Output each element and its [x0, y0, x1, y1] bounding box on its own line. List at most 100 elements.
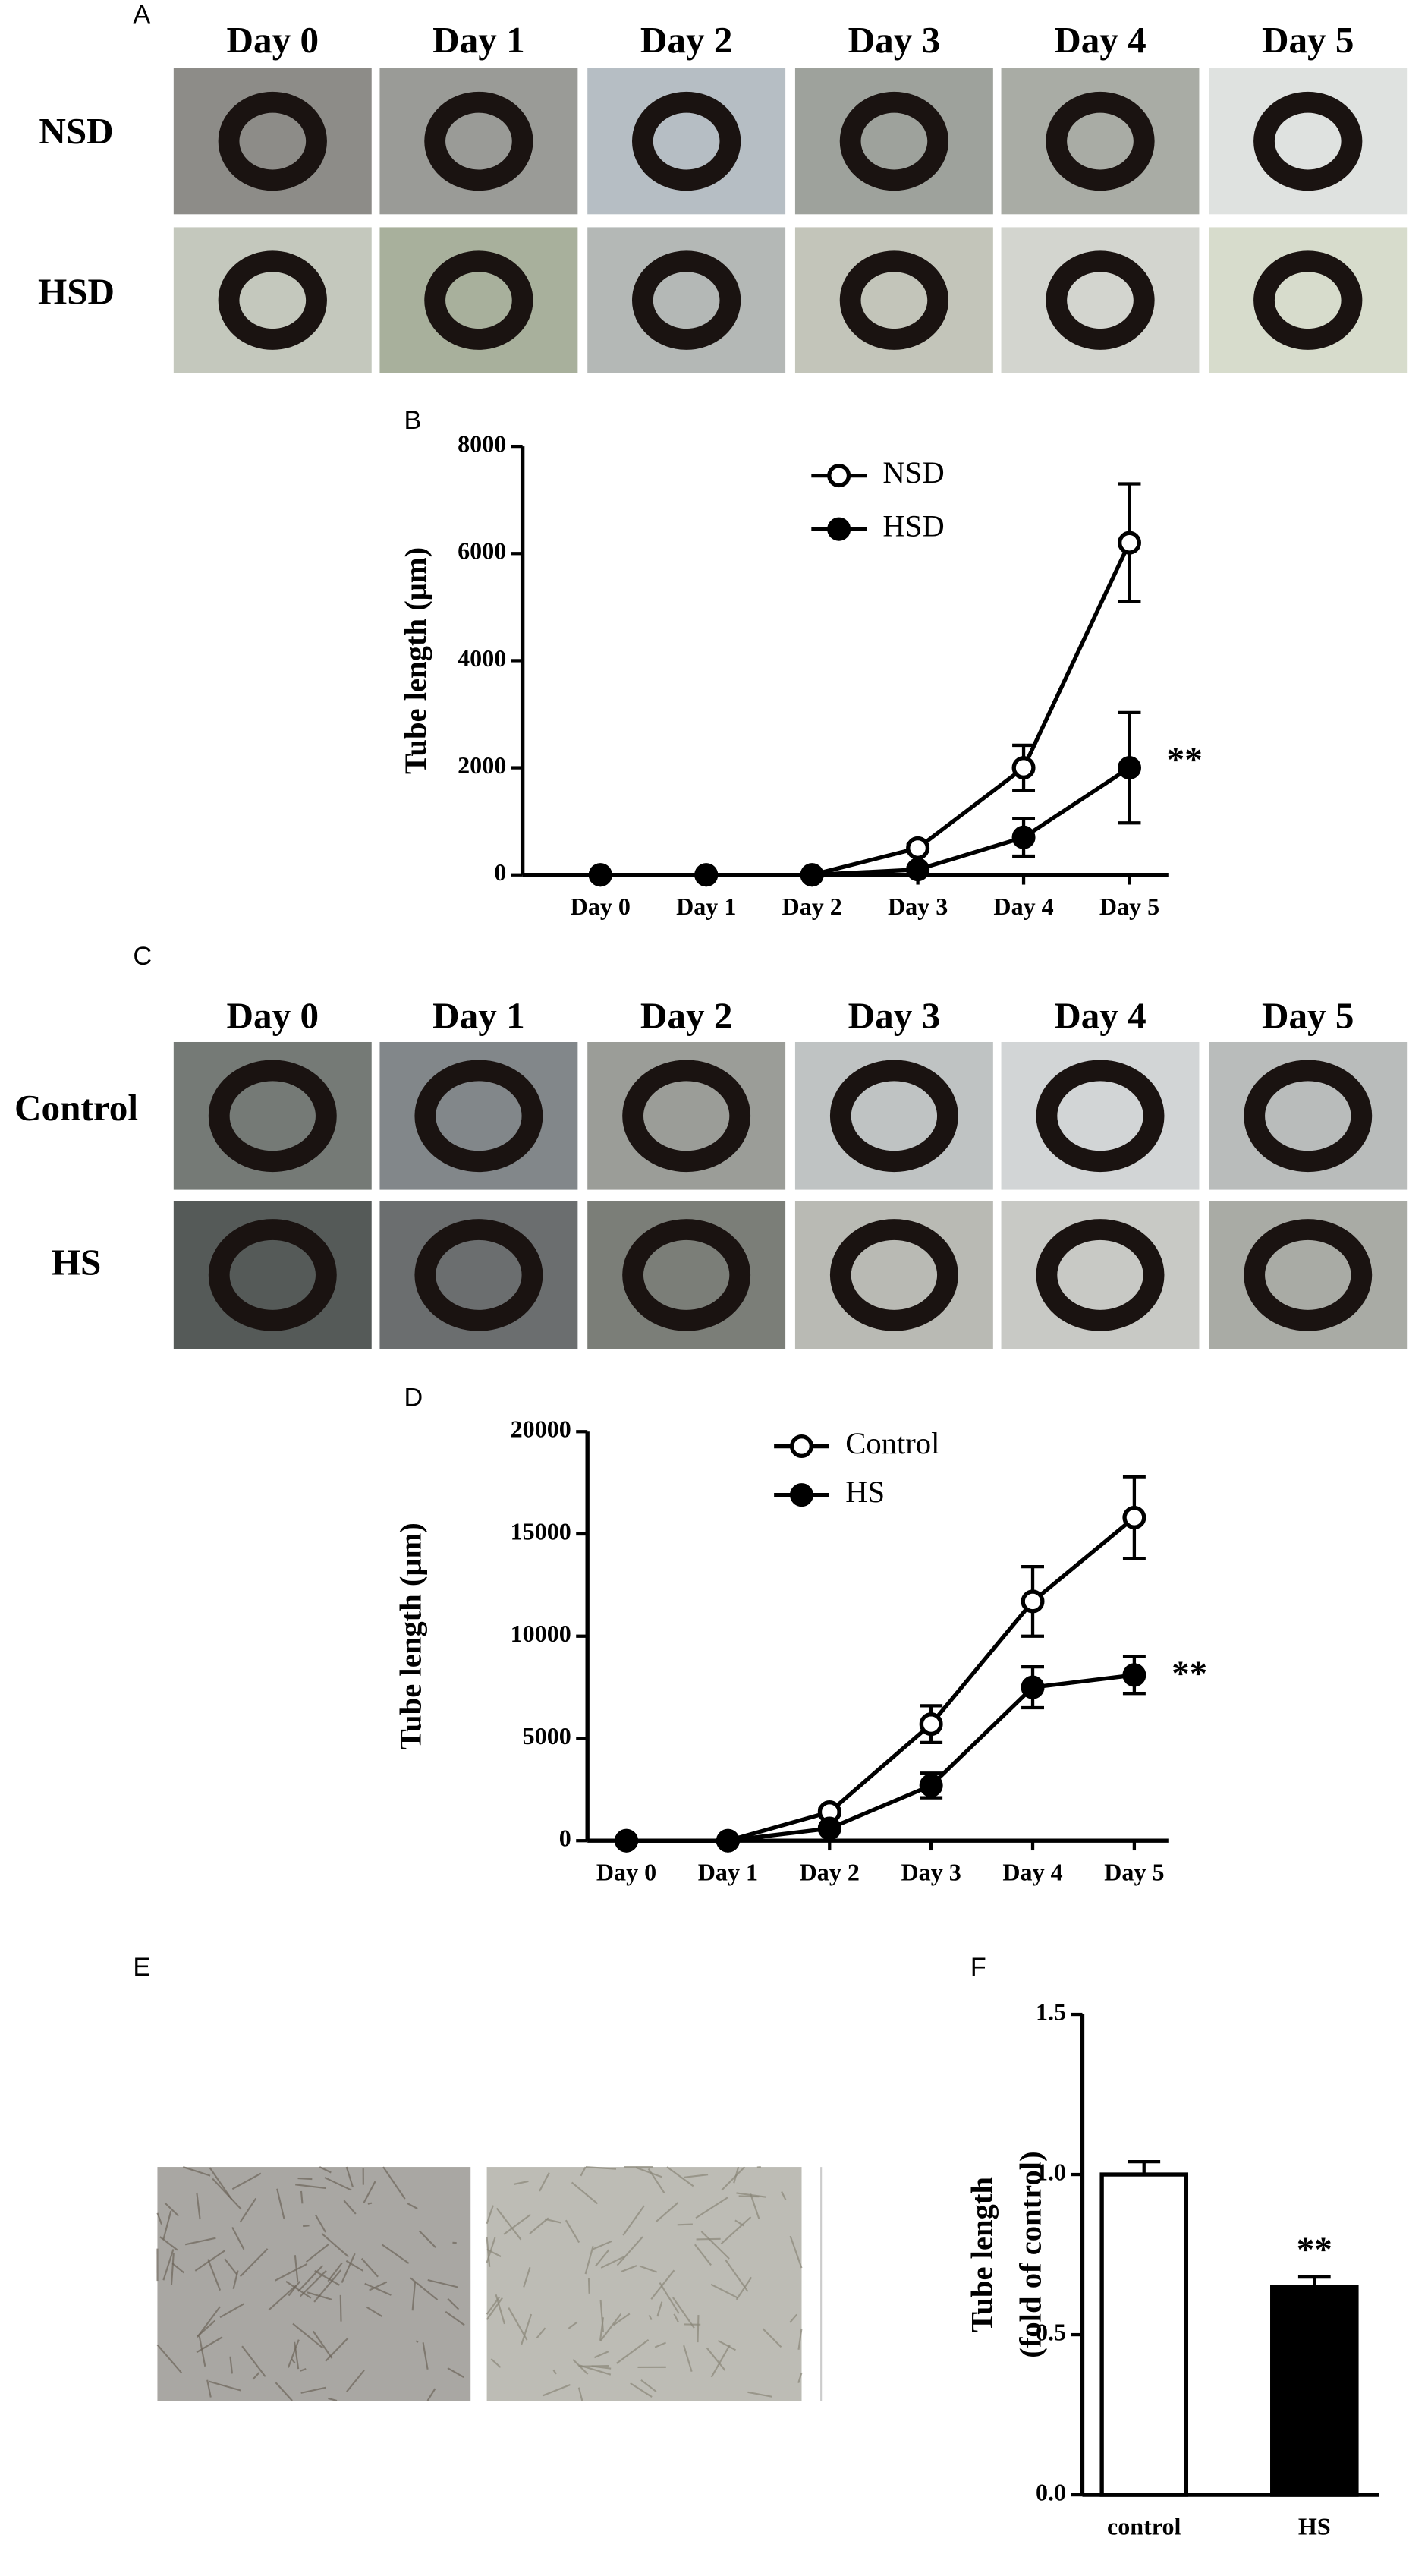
aortic-ring	[829, 1060, 958, 1173]
tube-strand	[212, 2178, 242, 2210]
tube-strand	[275, 2263, 308, 2282]
y-tick-label: 1.5	[1036, 1998, 1066, 2025]
aortic-ring	[1046, 91, 1155, 191]
x-tick-label: Day 4	[993, 893, 1053, 920]
aortic-ring	[218, 250, 327, 350]
tube-strand	[314, 2269, 341, 2286]
panel-letter: A	[133, 0, 150, 29]
tube-strand	[196, 2192, 201, 2220]
tube-strand	[503, 2213, 531, 2235]
tube-strand	[571, 2181, 599, 2205]
tube-strand	[694, 2244, 712, 2266]
aortic-ring	[1244, 1060, 1373, 1173]
y-tick-label: 0	[559, 1825, 571, 1852]
tube-strand	[706, 2347, 726, 2371]
tube-strand	[717, 2339, 737, 2351]
series-line	[626, 1516, 1136, 1843]
aortic-ring	[839, 91, 949, 191]
tube-strand	[486, 2205, 494, 2225]
tube-strand	[648, 2314, 653, 2320]
ring-photo	[1209, 68, 1408, 215]
y-tick-label: 10000	[511, 1620, 571, 1647]
ring-photo	[379, 227, 578, 373]
column-header: Day 1	[432, 19, 525, 61]
tube-strand	[447, 2367, 464, 2378]
aortic-ring	[1253, 91, 1363, 191]
tube-strand	[673, 2313, 680, 2323]
aortic-ring	[208, 1060, 337, 1173]
aortic-ring	[1036, 1219, 1165, 1331]
tube-strand	[343, 2200, 357, 2215]
row-label: NSD	[39, 110, 113, 152]
ring-photo	[173, 68, 372, 215]
data-point	[615, 1828, 639, 1853]
tube-strand	[486, 2248, 502, 2258]
ring-photo	[1001, 68, 1200, 215]
legend-marker	[827, 464, 851, 488]
tube-strand	[367, 2202, 373, 2205]
tube-strand	[196, 2336, 223, 2354]
tube-strand	[300, 2269, 327, 2297]
tube-strand	[735, 2276, 753, 2300]
tube-strand	[303, 2225, 310, 2228]
tube-strand	[319, 2166, 332, 2174]
tube-strand	[415, 2340, 419, 2344]
tube-strand	[307, 2291, 332, 2300]
tube-strand	[523, 2266, 531, 2288]
tube-strand	[232, 2270, 239, 2290]
panel-letter: D	[404, 1384, 423, 1412]
tube-strand	[697, 2315, 700, 2343]
tube-strand	[495, 2207, 522, 2241]
tube-strand	[300, 2190, 304, 2204]
tube-strand	[654, 2341, 666, 2348]
tube-strand	[312, 2330, 333, 2359]
tube-strand	[422, 2342, 429, 2370]
tube-strand	[659, 2282, 680, 2314]
tube-strand	[297, 2178, 313, 2181]
tube-strand	[545, 2218, 561, 2224]
panel-letter: C	[133, 942, 152, 971]
data-point	[1122, 1663, 1146, 1687]
tube-strand	[239, 2197, 257, 2223]
tube-strand	[599, 2313, 622, 2342]
tube-strand	[595, 2249, 610, 2267]
tube-strand	[710, 2283, 739, 2299]
tube-strand	[363, 2181, 376, 2204]
tube-strand	[568, 2321, 578, 2329]
tube-strand	[162, 2249, 175, 2281]
tube-strand	[427, 2278, 458, 2288]
row-label: HS	[52, 1241, 102, 1283]
x-tick-label: Day 4	[1002, 1858, 1062, 1885]
tube-strand	[321, 2232, 350, 2258]
series-line	[626, 1673, 1135, 1843]
column-header: Day 0	[227, 19, 319, 61]
row-label: Control	[14, 1087, 138, 1129]
bar	[1270, 2285, 1359, 2497]
tube-strand	[622, 2205, 645, 2236]
tube-strand	[781, 2191, 787, 2200]
panel-letter: E	[133, 1953, 150, 1982]
tube-strand	[241, 2345, 266, 2377]
column-header: Day 2	[640, 19, 733, 61]
aortic-ring	[1253, 250, 1363, 350]
x-tick-label: Day 1	[698, 1858, 758, 1885]
tube-strand	[287, 2339, 300, 2368]
tube-strand	[565, 2219, 580, 2244]
tube-strand	[593, 2240, 612, 2250]
data-point	[1021, 1675, 1045, 1699]
legend-marker	[789, 1434, 813, 1459]
aortic-ring	[1036, 1060, 1165, 1173]
tube-strand	[747, 2391, 772, 2398]
ring-photo	[379, 68, 578, 215]
legend-label: HSD	[882, 509, 944, 543]
tube-strand	[639, 2265, 657, 2273]
tube-strand	[789, 2313, 797, 2323]
tube-strand	[666, 2166, 694, 2187]
tube-strand	[291, 2358, 296, 2363]
tube-strand	[585, 2165, 617, 2170]
tube-strand	[616, 2338, 650, 2364]
tube-strand	[635, 2166, 663, 2178]
tube-strand	[655, 2202, 679, 2223]
x-tick-label: control	[1107, 2512, 1181, 2540]
tube-strand	[231, 2172, 262, 2190]
